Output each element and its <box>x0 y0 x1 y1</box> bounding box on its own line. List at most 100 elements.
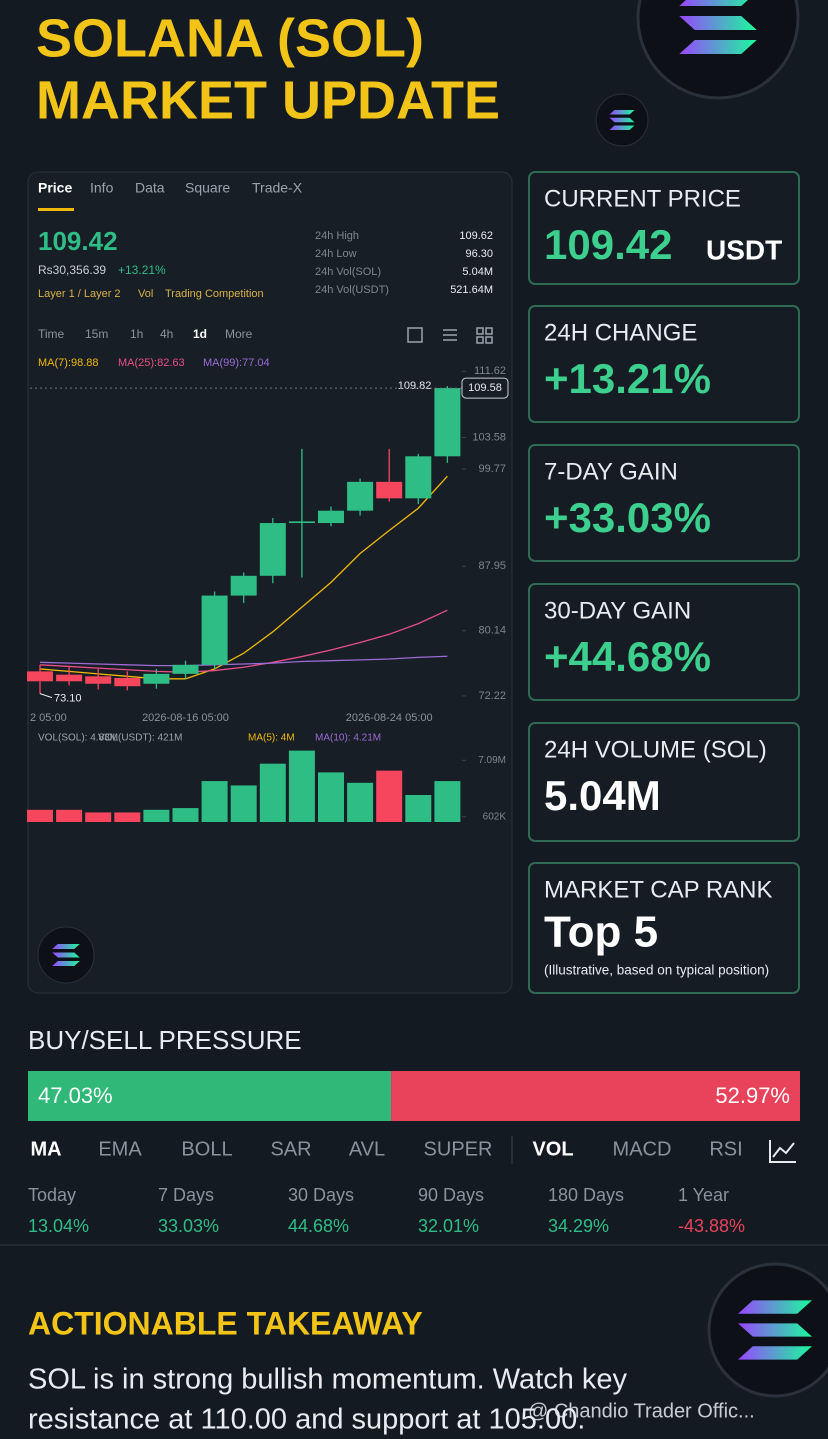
y-tick-label: 7.09M <box>478 755 506 766</box>
tab: Price <box>38 180 72 196</box>
stat-card <box>528 583 800 701</box>
stat-card <box>528 722 800 842</box>
y-tick-label: 87.95 <box>478 560 506 572</box>
volume-bar <box>347 782 374 822</box>
candle-body <box>230 575 257 596</box>
title: MARKET UPDATE <box>36 70 500 130</box>
perf-label: 90 Days <box>418 1185 484 1205</box>
volume-bar <box>201 781 228 822</box>
volume-bar <box>434 781 461 822</box>
pressure-segment <box>391 1071 800 1121</box>
perf-label: Today <box>28 1185 76 1205</box>
logo-top <box>636 0 800 100</box>
perf-label: 7 Days <box>158 1185 214 1205</box>
candle-body <box>143 673 170 684</box>
chart-icon <box>769 1140 796 1163</box>
perf-value: 34.29% <box>548 1216 609 1236</box>
indicator-tab: VOL <box>532 1138 573 1160</box>
candle-body <box>27 671 53 682</box>
y-tick-label: 99.77 <box>478 463 506 475</box>
card-label: 24H VOLUME (SOL) <box>544 736 767 763</box>
card-unit: USDT <box>706 234 782 265</box>
logo-small <box>595 93 649 147</box>
last-price-box <box>461 377 509 399</box>
pressure-segment <box>28 1071 392 1121</box>
tag: Vol <box>138 288 153 300</box>
section-title: BUY/SELL PRESSURE <box>28 1025 302 1055</box>
ma-legend: MA(99):77.04 <box>203 357 270 369</box>
volume-bar <box>230 785 257 822</box>
ma-legend: MA(7):98.88 <box>38 357 99 369</box>
stat-value: 521.64M <box>450 284 493 296</box>
candle-body <box>172 664 199 674</box>
ma-line <box>39 655 448 667</box>
interval: 4h <box>160 327 173 341</box>
interval: Time <box>38 327 65 341</box>
card-note: (Illustrative, based on typical position… <box>544 963 769 978</box>
perf-value: 32.01% <box>418 1216 479 1236</box>
tab: Trade-X <box>252 180 303 196</box>
stat-card <box>528 305 800 423</box>
indicator-tab: SUPER <box>424 1138 493 1160</box>
tag: Trading Competition <box>165 288 264 300</box>
volume-bar <box>288 750 315 822</box>
interval: More <box>225 327 253 341</box>
candle-body <box>347 481 374 511</box>
card-label: CURRENT PRICE <box>544 185 741 212</box>
card-value: +33.03% <box>544 494 711 541</box>
vol-legend: MA(10): 4.21M <box>315 733 381 744</box>
candle-body <box>288 521 315 524</box>
card-label: MARKET CAP RANK <box>544 876 773 903</box>
title: SOLANA (SOL) <box>36 8 424 68</box>
perf-value: 33.03% <box>158 1216 219 1236</box>
volume-bar <box>405 795 432 822</box>
y-tick-label: 602K <box>483 811 507 822</box>
y-tick-label: 103.58 <box>472 431 506 443</box>
takeaway-line: resistance at 110.00 and support at 105.… <box>28 1404 585 1436</box>
stat-card <box>528 444 800 562</box>
volume-bar <box>27 809 53 822</box>
perf-value: 13.04% <box>28 1216 89 1236</box>
ma-line <box>39 609 448 673</box>
card-value: Top 5 <box>544 908 658 957</box>
card-value: 109.42 <box>544 221 672 268</box>
candle-body <box>376 481 403 499</box>
indicator-tab: AVL <box>349 1138 385 1160</box>
logo-panel <box>37 926 95 984</box>
ma-line <box>39 475 448 680</box>
pressure-label: 47.03% <box>38 1083 113 1108</box>
volume-bar <box>114 812 141 822</box>
toolbar-icons <box>407 327 493 344</box>
perf-value: -43.88% <box>678 1216 745 1236</box>
y-tick-label: 72.22 <box>478 690 506 702</box>
indicator-tab: SAR <box>270 1138 311 1160</box>
interval: 1h <box>130 327 143 341</box>
tag: Layer 1 / Layer 2 <box>38 288 121 300</box>
indicator-tab: MA <box>30 1138 61 1160</box>
y-tick-label: 80.14 <box>478 625 506 637</box>
watermark: @ Chandio Trader Offic... <box>528 1400 755 1422</box>
y-tick-label: 111.62 <box>474 365 506 377</box>
fiat: Rs30,356.39 <box>38 263 106 277</box>
volume-bar <box>318 772 344 822</box>
card-label: 7-DAY GAIN <box>544 458 678 485</box>
takeaway-title: ACTIONABLE TAKEAWAY <box>28 1305 423 1341</box>
vol-legend: MA(5): 4M <box>248 733 295 744</box>
indicator-tab: BOLL <box>181 1138 232 1160</box>
tab: Square <box>185 180 230 196</box>
x-tick-label: 2026-08-16 05:00 <box>142 712 229 724</box>
card-value: 5.04M <box>544 772 661 819</box>
candle-body <box>259 523 286 576</box>
candle-body <box>434 388 461 457</box>
x-tick-label: 2 05:00 <box>30 712 67 724</box>
volume-bar <box>85 812 112 822</box>
volume-bar <box>376 770 403 822</box>
card-value: +13.21% <box>544 355 711 402</box>
low-label: 73.10 <box>54 693 82 705</box>
card-value: +44.68% <box>544 633 711 680</box>
stat-value: 5.04M <box>462 266 493 278</box>
takeaway-line: SOL is in strong bullish momentum. Watch… <box>28 1364 628 1396</box>
x-tick-label: 2026-08-24 05:00 <box>346 712 433 724</box>
ma-legend: MA(25):82.63 <box>118 357 185 369</box>
indicator-tab: EMA <box>98 1138 142 1160</box>
